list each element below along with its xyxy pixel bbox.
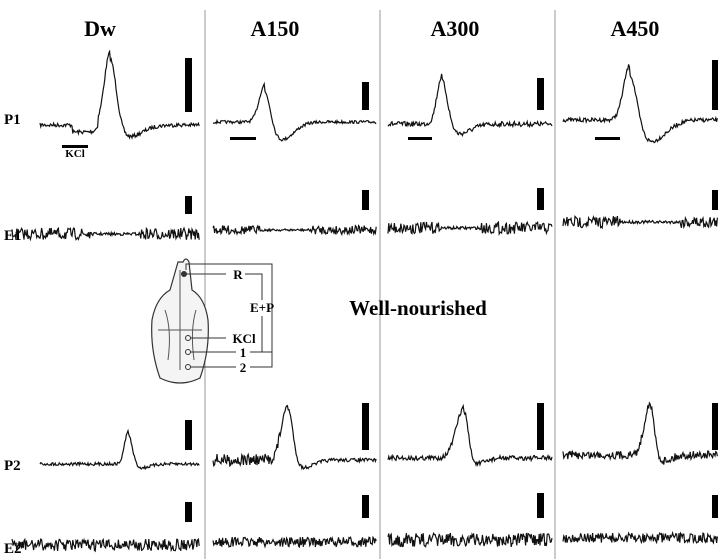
scale-bar (537, 403, 544, 450)
column-header: Dw (84, 16, 116, 41)
scale-bar (537, 493, 544, 518)
diagram-label: 1 (240, 345, 247, 360)
diagram-label: KCl (232, 331, 256, 346)
scale-bar (362, 82, 369, 110)
trace (387, 403, 553, 468)
scale-bar (537, 78, 544, 110)
scale-bar (537, 188, 544, 210)
row-label: P1 (4, 112, 21, 128)
trace (212, 535, 377, 549)
scale-bar (185, 502, 192, 522)
kcl-bar (595, 137, 620, 140)
scale-bar (185, 196, 192, 214)
skull-diagram (151, 258, 273, 384)
diagram-label: R (233, 267, 243, 282)
scale-bar (712, 60, 718, 110)
trace (562, 214, 718, 230)
scale-bar (185, 58, 192, 112)
trace (39, 49, 200, 140)
kcl-label: KCl (65, 148, 85, 160)
trace (212, 81, 377, 142)
scale-bar (712, 190, 718, 210)
trace (11, 226, 200, 242)
trace (387, 220, 553, 237)
scale-bar (712, 403, 718, 450)
column-header: A300 (431, 16, 480, 41)
trace (562, 64, 718, 144)
scale-bar (362, 403, 369, 450)
trace (212, 404, 377, 471)
column-header: A150 (251, 16, 300, 41)
kcl-bar (408, 137, 432, 140)
scale-bar (185, 420, 192, 450)
diagram-label: E+P (250, 300, 274, 315)
scale-bar (712, 495, 718, 518)
trace (562, 401, 718, 465)
trace (212, 224, 377, 237)
condition-label: Well-nourished (349, 296, 487, 320)
trace (387, 73, 553, 138)
row-label: E2 (4, 541, 22, 557)
column-header: A450 (611, 16, 660, 41)
scale-bar (362, 495, 369, 518)
scale-bar (362, 190, 369, 210)
row-label: P2 (4, 458, 21, 474)
diagram-label: 2 (240, 360, 247, 375)
kcl-bar (230, 137, 256, 140)
trace (39, 428, 200, 471)
trace (562, 530, 718, 545)
trace (387, 531, 553, 548)
trace (11, 537, 200, 553)
kcl-bar (62, 145, 88, 148)
